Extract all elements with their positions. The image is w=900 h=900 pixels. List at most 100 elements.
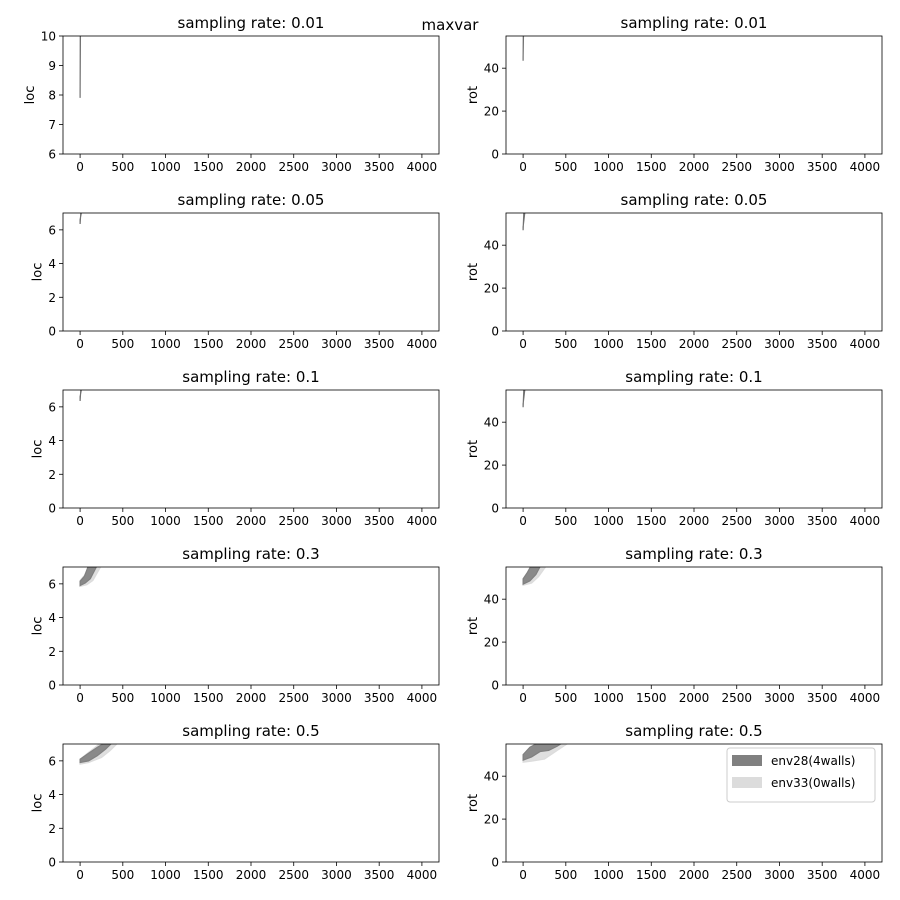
x-tick-label: 1000: [150, 337, 181, 351]
subplot-5: 0 500 1000 1500 2000 2500 3000 3500 4000 0 2 4 6 samp…: [31, 368, 440, 528]
series-band-1: [79, 213, 82, 225]
axes-frame: [62, 743, 440, 863]
x-tick-label: 500: [111, 337, 134, 351]
axes-frame: [505, 566, 883, 686]
plot-area: [522, 213, 526, 231]
x-tick-label: 1000: [593, 691, 624, 705]
x-tick-label: 1000: [593, 514, 624, 528]
x-tick-label: 4000: [407, 160, 438, 174]
x-tick-label: 3500: [807, 160, 838, 174]
y-axis-label: loc: [31, 794, 46, 813]
series-band-2: [79, 567, 98, 587]
x-tick-label: 500: [554, 337, 577, 351]
x-tick-label: 1000: [150, 160, 181, 174]
subplot-1: 0 500 1000 1500 2000 2500 3000 3500 4000 6 7 8 9 10 sa…: [23, 14, 440, 174]
x-tick-label: 0: [76, 691, 84, 705]
x-tick-label: 2000: [679, 160, 710, 174]
series-band-1: [79, 390, 82, 402]
x-tick-label: 2000: [679, 868, 710, 882]
subplot-title: sampling rate: 0.1: [182, 368, 319, 386]
x-tick-label: 0: [76, 868, 84, 882]
x-tick-label: 1500: [636, 337, 667, 351]
y-tick-label: 40: [484, 416, 499, 430]
x-tick-label: 1500: [193, 337, 224, 351]
subplot-6: 0 500 1000 1500 2000 2500 3000 3500 4000 0 20 40 sam…: [466, 368, 883, 528]
subplot-title: sampling rate: 0.01: [621, 14, 768, 32]
x-tick-label: 1000: [150, 514, 181, 528]
y-tick-label: 9: [48, 59, 56, 73]
subplot-10: 0 500 1000 1500 2000 2500 3000 3500 4000 0 20 40 sam…: [466, 722, 883, 882]
x-tick-label: 3000: [321, 337, 352, 351]
x-tick-label: 2500: [721, 160, 752, 174]
legend: env28(4walls) env33(0walls): [726, 747, 876, 803]
y-tick-label: 4: [48, 257, 56, 271]
y-tick-label: 7: [48, 118, 56, 132]
y-axis-label: rot: [466, 617, 481, 635]
y-tick-label: 6: [48, 400, 56, 414]
y-tick-label: 20: [484, 459, 499, 473]
y-axis-label: loc: [31, 440, 46, 459]
x-tick-label: 3500: [807, 514, 838, 528]
x-tick-label: 0: [76, 160, 84, 174]
y-tick-label: 6: [48, 148, 56, 162]
x-tick-label: 0: [519, 337, 527, 351]
x-tick-label: 3500: [364, 160, 395, 174]
x-tick-label: 3500: [364, 337, 395, 351]
subplot-title: sampling rate: 0.01: [178, 14, 325, 32]
subplot-8: 0 500 1000 1500 2000 2500 3000 3500 4000 0 20 40 sam…: [466, 545, 883, 705]
y-axis-label: loc: [31, 617, 46, 636]
x-tick-label: 1000: [150, 691, 181, 705]
y-tick-label: 20: [484, 105, 499, 119]
x-tick-label: 3000: [321, 514, 352, 528]
series-band-1: [522, 213, 526, 231]
y-tick-label: 40: [484, 239, 499, 253]
x-tick-label: 3000: [764, 160, 795, 174]
y-tick-label: 4: [48, 788, 56, 802]
subplot-title: sampling rate: 0.5: [625, 722, 762, 740]
x-tick-label: 4000: [407, 337, 438, 351]
x-tick-label: 2000: [679, 691, 710, 705]
x-tick-label: 2500: [278, 691, 309, 705]
y-tick-label: 4: [48, 611, 56, 625]
axes-frame: [505, 35, 883, 155]
subplot-3: 0 500 1000 1500 2000 2500 3000 3500 4000 0 2 4 6 samp…: [31, 191, 440, 351]
subplot-9: 0 500 1000 1500 2000 2500 3000 3500 4000 0 2 4 6 samp…: [31, 722, 440, 882]
legend-entry: env28(4walls): [771, 754, 855, 768]
x-tick-label: 1000: [593, 160, 624, 174]
plot-area: [79, 390, 82, 402]
y-tick-label: 2: [48, 291, 56, 305]
x-tick-label: 3500: [807, 868, 838, 882]
series-band-2: [79, 744, 112, 764]
plot-area: [522, 390, 526, 408]
x-tick-label: 1500: [636, 514, 667, 528]
x-tick-label: 4000: [850, 160, 881, 174]
x-tick-label: 2500: [278, 337, 309, 351]
y-axis-label: rot: [466, 440, 481, 458]
x-tick-label: 2000: [236, 160, 267, 174]
y-tick-label: 6: [48, 223, 56, 237]
x-tick-label: 4000: [850, 691, 881, 705]
subplot-title: sampling rate: 0.1: [625, 368, 762, 386]
x-tick-label: 0: [76, 514, 84, 528]
y-axis-label: loc: [31, 263, 46, 282]
x-tick-label: 4000: [850, 868, 881, 882]
x-tick-label: 1500: [193, 868, 224, 882]
x-tick-label: 2500: [278, 514, 309, 528]
x-tick-label: 3000: [764, 691, 795, 705]
x-tick-label: 3000: [764, 868, 795, 882]
y-tick-label: 0: [48, 502, 56, 516]
x-tick-label: 1500: [636, 160, 667, 174]
y-tick-label: 2: [48, 645, 56, 659]
x-tick-label: 2000: [679, 337, 710, 351]
x-tick-label: 1500: [193, 160, 224, 174]
x-tick-label: 1500: [193, 514, 224, 528]
plot-area: [522, 744, 569, 763]
plot-area: [79, 213, 82, 225]
subplot-4: 0 500 1000 1500 2000 2500 3000 3500 4000 0 20 40 sam…: [466, 191, 883, 351]
x-tick-label: 2000: [236, 337, 267, 351]
legend-swatch: [732, 777, 762, 788]
x-tick-label: 0: [519, 514, 527, 528]
subplot-7: 0 500 1000 1500 2000 2500 3000 3500 4000 0 2 4 6 samp…: [31, 545, 440, 705]
x-tick-label: 4000: [407, 868, 438, 882]
